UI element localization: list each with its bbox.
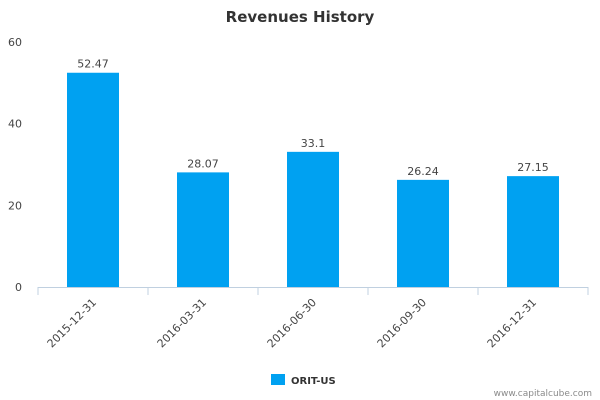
y-tick-label: 60 <box>8 36 22 49</box>
x-axis-ticks: 2015-12-31 2016-03-31 2016-06-30 2016-09-30… <box>37 287 589 350</box>
x-tick-label: 2016-09-30 <box>375 296 429 350</box>
bar-value-label: 28.07 <box>187 157 219 170</box>
legend[interactable]: ORIT-US <box>271 374 336 387</box>
bar-value-label: 26.24 <box>407 165 439 178</box>
legend-label-orit-us: ORIT-US <box>291 376 336 387</box>
x-tick-label: 2016-03-31 <box>155 296 209 350</box>
bar-value-label: 33.1 <box>301 137 326 150</box>
bar-2016-12-31[interactable] <box>507 176 559 287</box>
bar-value-label: 52.47 <box>77 58 109 71</box>
bar-2016-03-31[interactable] <box>177 172 229 287</box>
y-tick-label: 0 <box>15 281 22 294</box>
bar-2015-12-31[interactable] <box>67 72 119 287</box>
bar-2016-09-30[interactable] <box>397 179 449 287</box>
legend-swatch-orit-us <box>271 374 285 385</box>
y-tick-label: 20 <box>8 199 22 212</box>
x-tick-label: 2016-12-31 <box>485 296 539 350</box>
bar-2016-06-30[interactable] <box>287 151 339 287</box>
bar-value-label: 27.15 <box>517 161 549 174</box>
x-tick-label: 2015-12-31 <box>45 296 99 350</box>
bar-series <box>67 72 559 287</box>
y-axis-tick-labels: 0 20 40 60 <box>8 36 22 294</box>
bar-data-labels: 52.47 28.07 33.1 26.24 27.15 <box>77 58 549 178</box>
y-tick-label: 40 <box>8 118 22 131</box>
credit-text: www.capitalcube.com <box>494 389 592 399</box>
chart-title: Revenues History <box>226 8 375 26</box>
x-tick-label: 2016-06-30 <box>265 296 319 350</box>
